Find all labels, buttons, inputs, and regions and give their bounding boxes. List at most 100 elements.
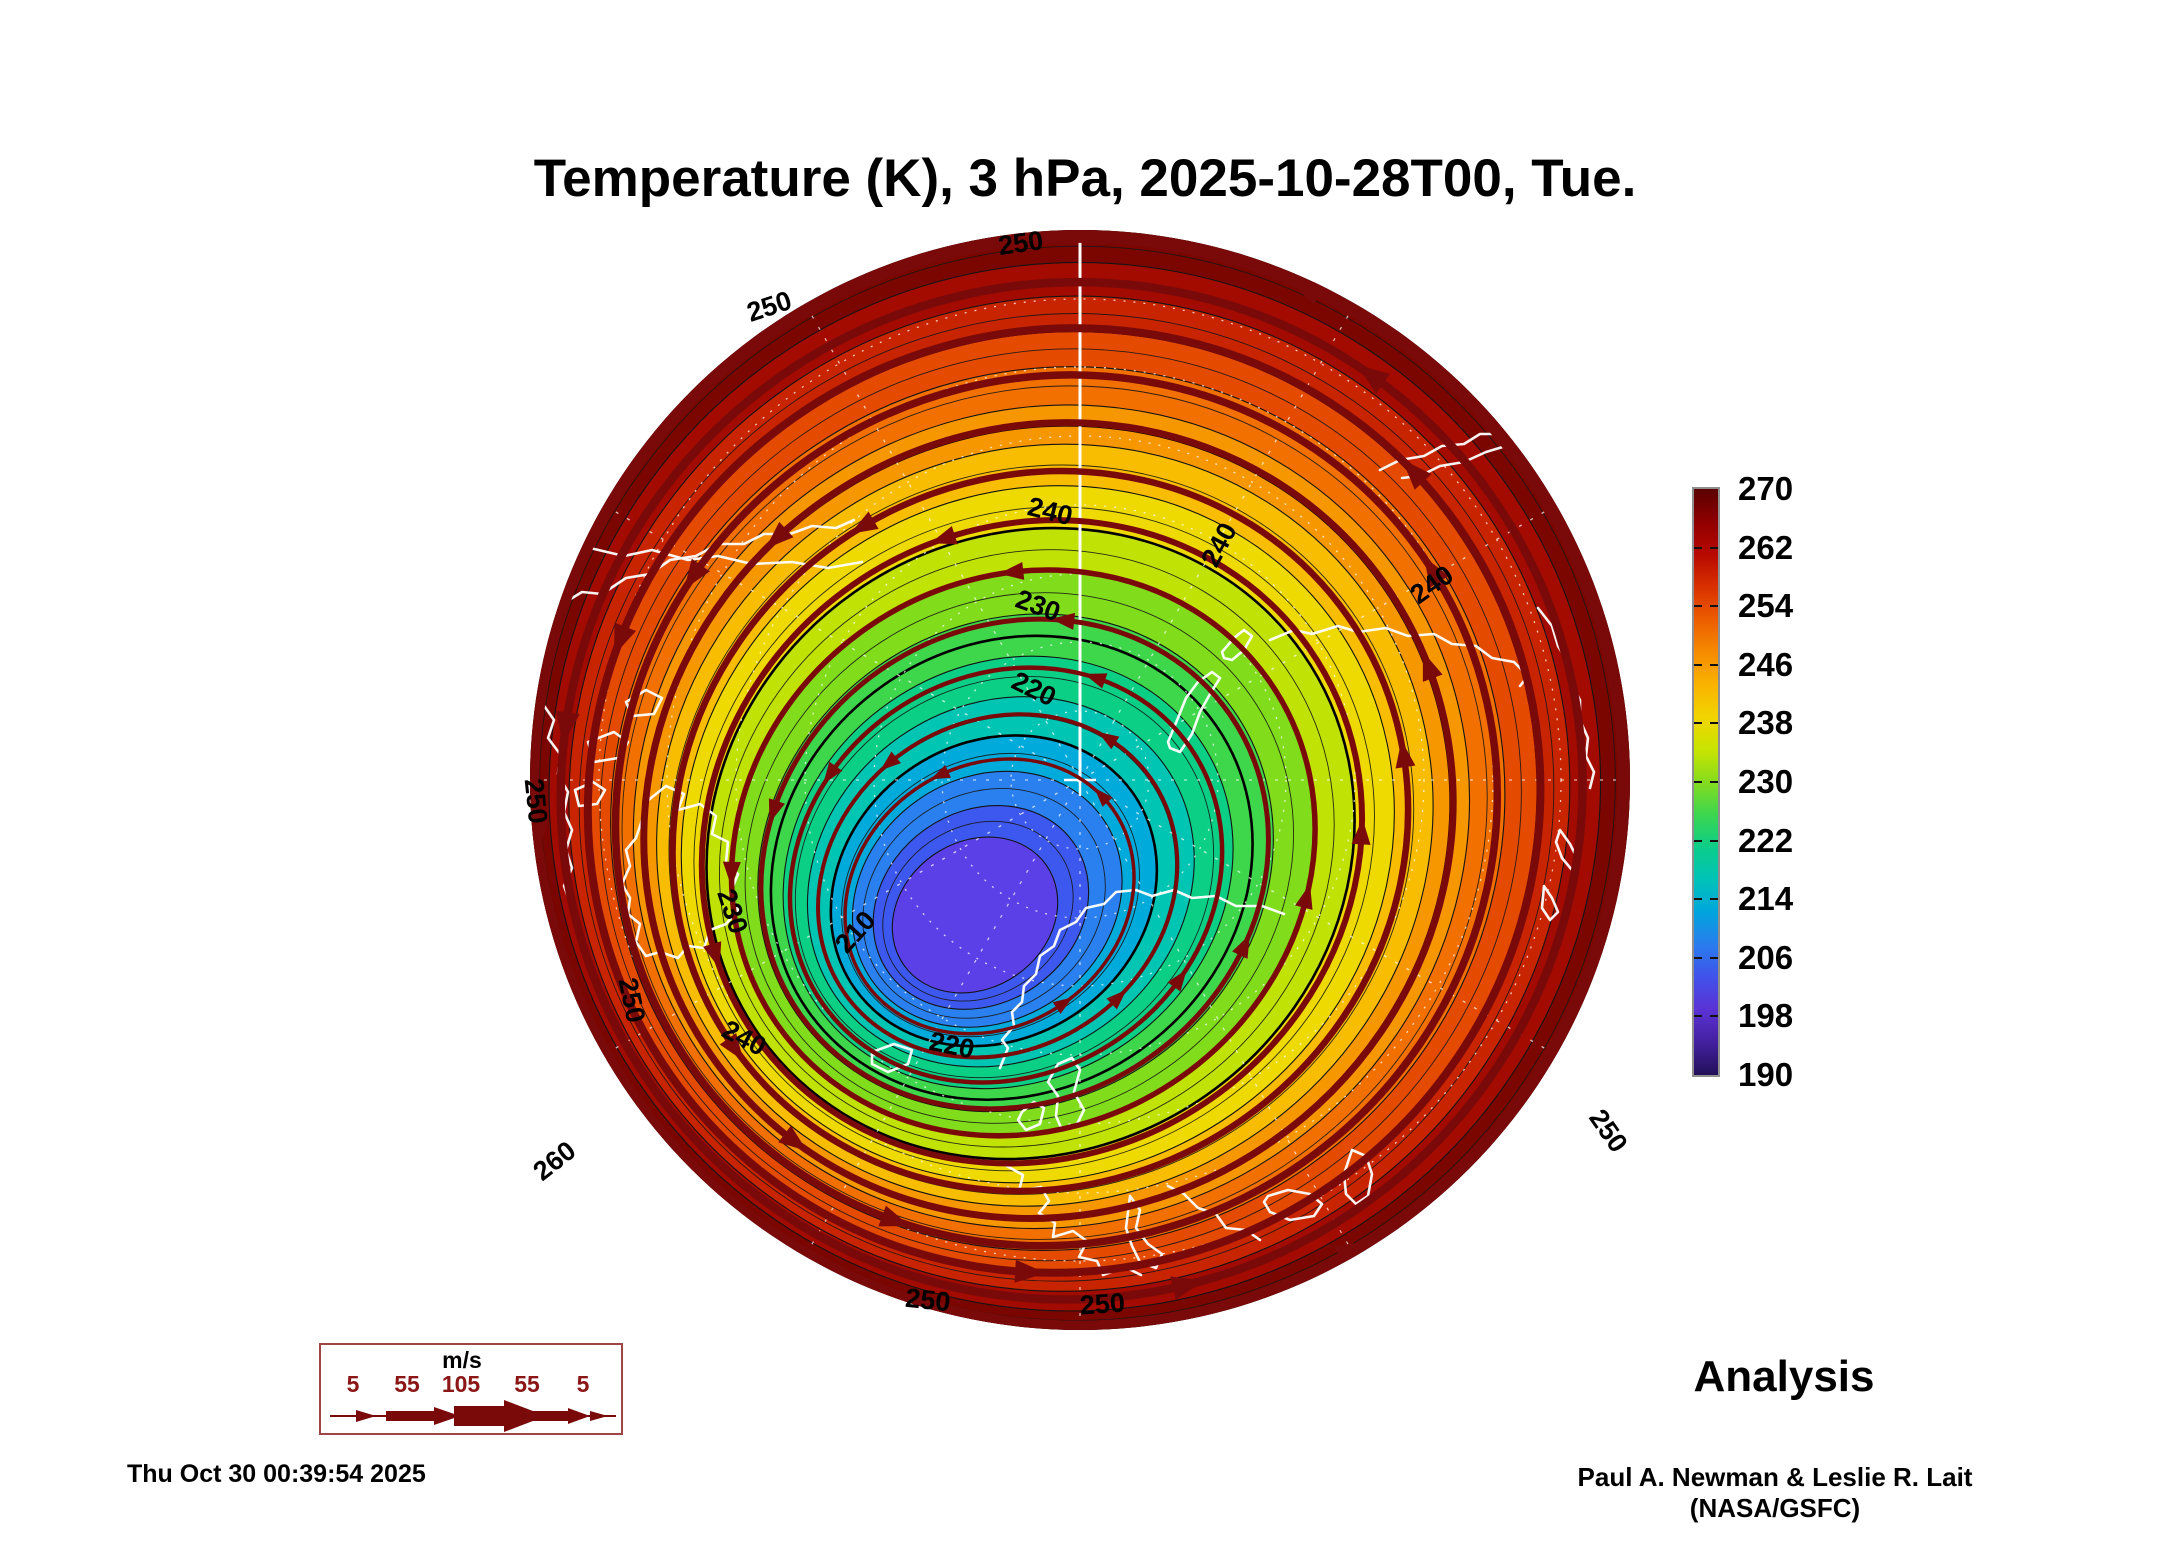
contour-210 [829,734,1159,1048]
meridian-line [1079,779,1356,1257]
contour-220 [769,634,1254,1102]
streamline-arrowhead [1014,1259,1047,1283]
arrow-head-large [504,1400,546,1432]
colorbar-tick [1694,839,1702,842]
wind-legend-value: 55 [514,1371,540,1397]
colorbar-tick-label: 190 [1738,1056,1794,1093]
meridian-line [1079,779,1557,1056]
streamline-arrowhead [1351,818,1371,845]
arrow-head-small-left [356,1410,376,1422]
streamline-arrowhead [878,1205,910,1227]
colorbar-tick-label: 238 [1738,704,1794,742]
streamline-arrowhead [530,817,549,852]
colorbar-tick [1710,546,1718,549]
streamline-arrowhead [703,941,722,969]
contour-label: 250 [1583,1104,1633,1158]
contour-thin [693,506,1375,1172]
wind-speed-legend: m/s 5 55 105 55 5 [319,1343,623,1435]
contour-label: 250 [904,1283,952,1318]
arrow-shaft-large [454,1406,514,1426]
streamline-arrowhead [684,558,710,590]
streamline-arrowhead [1395,740,1416,769]
streamline-arrowhead [613,622,637,656]
streamline-arrowhead [1232,934,1250,959]
colorbar-tick [1694,663,1702,666]
contour-thin [578,313,1555,1282]
streamline-arrowhead [823,761,843,785]
contour-thin [862,788,1106,1019]
streamline [698,517,1365,1167]
colorbar-tick [1710,722,1718,725]
coastline-siberia [1268,624,1530,688]
contour-label: 250 [996,225,1045,261]
generated-timestamp: Thu Oct 30 00:39:54 2025 [127,1460,426,1488]
coastlines [538,424,1596,1277]
colorbar-tick [1710,839,1718,842]
coastline-canada-west [538,698,574,904]
streamline-arrowhead [930,764,951,780]
streamline-arrowhead [1423,556,1449,588]
arrow-head-small-right [590,1411,608,1421]
colorbar-tick-label: 270 [1738,470,1794,507]
meridian-line [804,779,1081,1257]
colorbar-tick-label: 230 [1738,763,1794,800]
streamline-arrowhead [1052,997,1073,1014]
contour-label: 260 [527,1135,581,1186]
streamline-arrowhead [850,511,879,534]
streamline-arrowhead [880,751,901,771]
streamline-arrowhead [1422,651,1443,682]
colorbar-tick [1694,956,1702,959]
contour-label: 250 [1079,1287,1126,1320]
arrow-head-medium-right [568,1408,590,1424]
colorbar-tick [1710,1015,1718,1018]
streamline-arrowhead [1094,787,1113,807]
arrow-shaft-medium-right [528,1411,576,1421]
wind-legend-value: 5 [576,1371,590,1397]
wind-legend-units-label: m/s [442,1347,482,1373]
coastline-scandinavia [998,888,1286,1070]
streamline-arrowhead [1083,673,1108,689]
colorbar-tick [1694,605,1702,608]
contour-label: 250 [519,777,554,825]
coastline-greenland [620,784,740,960]
credit-line: Paul A. Newman & Leslie R. Lait (NASA/GS… [1577,1462,1973,1523]
wind-legend-value: 5 [346,1371,360,1397]
colorbar-tick [1694,898,1702,901]
meridian-line [1079,504,1557,781]
streamline-arrowhead [722,861,741,887]
arrow-head-medium-left [434,1407,460,1425]
streamline [583,324,1545,1277]
streamline-arrowhead [1402,459,1432,490]
wind-arrow-glyph [330,1400,616,1432]
contour-thin [744,592,1294,1124]
streamline [556,277,1587,1304]
analysis-label: Analysis [1693,1352,1875,1401]
contour-230 [705,526,1356,1161]
streamline [758,616,1271,1112]
meridian-line [603,504,1081,781]
streamline-arrowhead [1295,883,1313,910]
streamline [728,567,1318,1139]
figure-title: Temperature (K), 3 hPa, 2025-10-28T00, T… [533,149,1637,208]
contour-thin [794,676,1215,1079]
streamline-arrowhead [719,1032,744,1061]
streamline-arrowhead [930,526,958,545]
colorbar-tick [1710,605,1718,608]
colorbar-tick [1694,546,1702,549]
meridian-line [1079,303,1356,781]
streamline-arrowhead [1167,969,1187,992]
arrow-shaft-medium-left [386,1411,440,1421]
streamline-arrowhead [778,1125,808,1152]
streamline-arrowhead [1356,364,1391,394]
colorbar-tick-label: 206 [1738,938,1794,976]
wind-legend-value: 55 [394,1371,420,1397]
contour-thin [719,549,1335,1148]
colorbar-gradient [1692,487,1720,1077]
coastline-novaya-zemlya [1166,628,1254,754]
streamline [530,234,1627,1330]
latitude-circle [1010,710,1150,850]
colorbar-tick-label: 254 [1738,587,1794,625]
contour-thin [599,348,1522,1262]
